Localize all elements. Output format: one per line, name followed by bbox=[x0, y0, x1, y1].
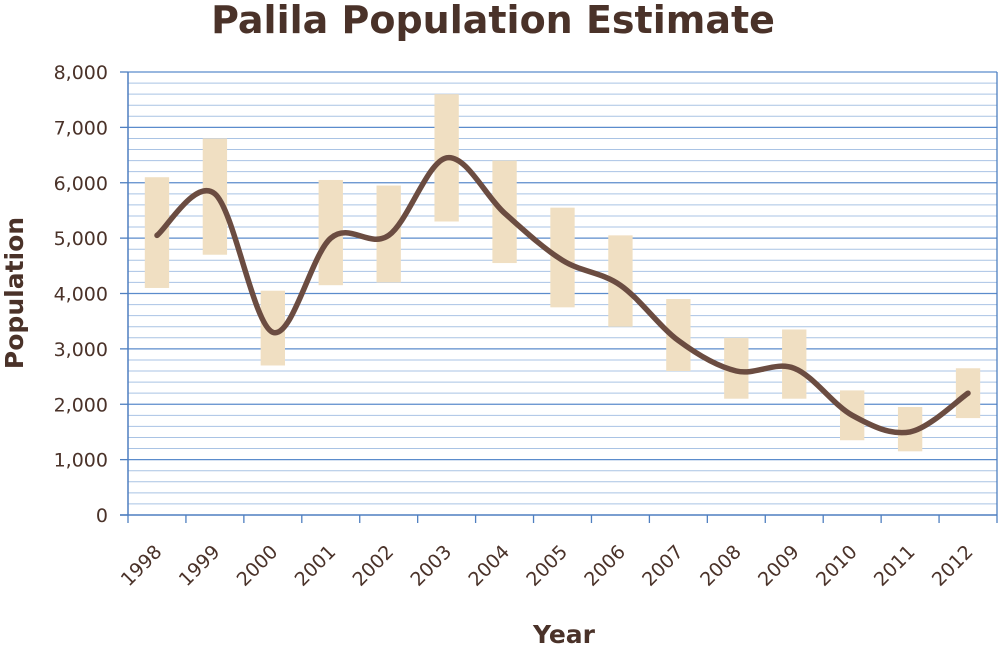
y-tick-label: 5,000 bbox=[54, 228, 108, 250]
x-tick-label: 2002 bbox=[348, 541, 398, 591]
range-bands bbox=[144, 94, 981, 452]
y-tick-label: 3,000 bbox=[54, 339, 108, 361]
x-tick-label: 2011 bbox=[870, 541, 920, 591]
axes bbox=[120, 71, 998, 523]
x-tick-label: 2006 bbox=[580, 541, 630, 591]
x-tick-label: 2004 bbox=[464, 541, 514, 591]
y-tick-label: 8,000 bbox=[54, 62, 108, 84]
y-tick-label: 0 bbox=[96, 505, 108, 527]
x-tick-label: 1999 bbox=[175, 541, 225, 591]
y-tick-label: 1,000 bbox=[54, 450, 108, 472]
chart-title: Palila Population Estimate bbox=[211, 0, 775, 42]
y-tick-label: 2,000 bbox=[54, 394, 108, 416]
x-tick-label: 2008 bbox=[696, 541, 746, 591]
x-tick-label: 2007 bbox=[638, 541, 688, 591]
x-tick-label: 2001 bbox=[291, 541, 341, 591]
y-axis-title: Population bbox=[0, 217, 29, 369]
x-axis-title: Year bbox=[532, 620, 596, 647]
x-tick-labels: 1998 1999 2000 2001 2002 2003 2004 2005 2006 2007… bbox=[117, 541, 978, 591]
x-tick-label: 2009 bbox=[754, 541, 804, 591]
x-tick-label: 2005 bbox=[522, 541, 572, 591]
x-tick-label: 2003 bbox=[406, 541, 456, 591]
y-tick-label: 6,000 bbox=[54, 173, 108, 195]
x-tick-label: 2000 bbox=[233, 541, 283, 591]
y-tick-label: 4,000 bbox=[54, 284, 108, 306]
y-tick-label: 7,000 bbox=[54, 117, 108, 139]
series-line bbox=[154, 155, 971, 436]
x-tick-label: 2012 bbox=[928, 541, 978, 591]
y-tick-labels: 0 1,000 2,000 3,000 4,000 5,000 6,000 7,000 8,00… bbox=[54, 62, 108, 527]
x-tick-label: 1998 bbox=[117, 541, 167, 591]
x-tick-label: 2010 bbox=[812, 541, 862, 591]
